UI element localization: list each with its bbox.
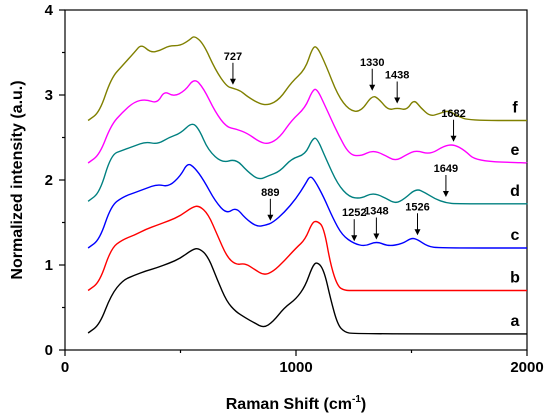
annotation-arrow-head-889 xyxy=(267,214,274,221)
series-label-d: d xyxy=(510,183,520,200)
y-tick-label-0: 0 xyxy=(45,342,53,359)
series-label-c: c xyxy=(511,227,520,244)
annotation-arrow-head-1682 xyxy=(450,135,457,142)
x-tick-label-2000: 2000 xyxy=(510,359,543,376)
x-axis-ticks: 0 1000 2000 xyxy=(61,350,544,376)
annotation-label-1438: 1438 xyxy=(385,70,409,82)
annotation-arrow-head-727 xyxy=(229,78,236,85)
annotation-arrow-head-1438 xyxy=(394,97,401,104)
curve-labels: a b c d e f xyxy=(510,100,520,330)
annotation-label-727: 727 xyxy=(224,51,242,63)
annotation-arrow-head-1649 xyxy=(442,191,449,197)
annotation-label-1526: 1526 xyxy=(405,201,429,213)
annotation-label-1348: 1348 xyxy=(364,206,388,218)
series-label-a: a xyxy=(511,313,520,330)
y-axis-ticks: 0 1 2 3 4 xyxy=(45,2,65,359)
x-axis-title-superscript: -1 xyxy=(352,394,361,405)
series-label-e: e xyxy=(511,142,520,159)
y-tick-label-3: 3 xyxy=(45,87,53,104)
x-tick-label-1000: 1000 xyxy=(279,359,312,376)
x-tick-label-0: 0 xyxy=(61,359,69,376)
annotation-arrow-head-1526 xyxy=(414,229,421,236)
annotation-label-889: 889 xyxy=(261,187,279,199)
series-line-a xyxy=(87,247,527,335)
series-line-e xyxy=(87,80,528,164)
curves xyxy=(87,36,528,335)
series-label-b: b xyxy=(510,270,520,287)
series-line-b xyxy=(87,205,527,292)
series-line-c xyxy=(87,163,527,249)
annotation-label-1682: 1682 xyxy=(441,108,465,120)
series-line-f xyxy=(87,36,527,122)
y-tick-label-2: 2 xyxy=(45,172,53,189)
x-axis-title-close: ) xyxy=(361,396,366,413)
annotation-label-1649: 1649 xyxy=(434,163,458,175)
y-tick-label-4: 4 xyxy=(45,2,54,19)
y-axis-title: Normalized intensity (a.u.) xyxy=(9,80,26,279)
annotation-label-1252: 1252 xyxy=(342,207,366,219)
y-tick-label-1: 1 xyxy=(45,257,53,274)
x-axis-title-main: Raman Shift xyxy=(226,396,320,413)
annotation-arrow-head-1348 xyxy=(373,233,380,240)
annotation-label-1330: 1330 xyxy=(360,57,384,69)
annotation-arrow-head-1330 xyxy=(369,84,376,91)
series-label-f: f xyxy=(512,100,518,117)
annotation-arrow-head-1252 xyxy=(351,235,358,242)
series-line-d xyxy=(87,123,528,205)
x-axis-title: Raman Shift (cm-1) xyxy=(226,394,366,413)
x-axis-title-unit: (cm xyxy=(324,396,352,413)
